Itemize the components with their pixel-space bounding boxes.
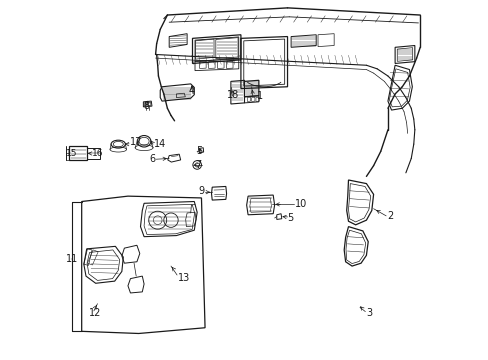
Text: 1: 1 xyxy=(257,91,263,101)
Text: 2: 2 xyxy=(386,211,393,221)
Text: 10: 10 xyxy=(294,199,306,210)
Text: 15: 15 xyxy=(66,149,77,158)
Text: 16: 16 xyxy=(92,149,103,158)
Text: 11: 11 xyxy=(66,254,79,264)
Text: 3: 3 xyxy=(366,308,372,318)
Text: 6: 6 xyxy=(149,154,155,164)
Text: 12: 12 xyxy=(89,309,101,318)
Text: 5: 5 xyxy=(196,146,202,156)
Text: 4: 4 xyxy=(188,86,195,96)
Text: 14: 14 xyxy=(154,139,166,149)
Text: 8: 8 xyxy=(143,102,149,112)
Text: 18: 18 xyxy=(227,90,239,100)
Text: 9: 9 xyxy=(198,186,204,196)
Text: 5: 5 xyxy=(287,213,293,222)
Text: 7: 7 xyxy=(195,160,201,170)
Text: 13: 13 xyxy=(178,273,190,283)
Text: 17: 17 xyxy=(129,138,142,147)
